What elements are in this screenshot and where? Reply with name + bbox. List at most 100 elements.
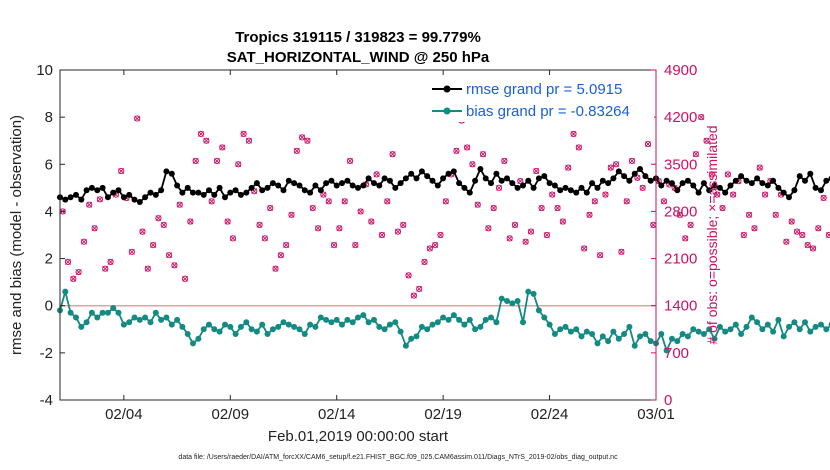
series-point [562, 323, 569, 330]
series-point [280, 187, 287, 194]
y-right-tick-label: 4900 [664, 62, 697, 79]
series-point [253, 180, 260, 187]
series-point [796, 173, 803, 180]
series-point [152, 309, 159, 316]
series-point [317, 314, 324, 321]
series-point [222, 194, 228, 201]
series-point [589, 331, 596, 337]
series-point [136, 316, 143, 323]
obs-count-marker [203, 137, 210, 144]
series-point [732, 177, 739, 184]
y-tick-label: 0 [45, 298, 53, 315]
series-point [727, 182, 734, 189]
obs-count-marker [400, 221, 407, 228]
series-point [525, 288, 532, 295]
series-point [482, 175, 489, 182]
obs-count-marker [272, 265, 279, 272]
series-point [328, 319, 335, 326]
obs-count-marker [378, 231, 386, 239]
series-point [131, 196, 138, 203]
obs-count-marker [799, 231, 806, 239]
series-point [339, 180, 345, 187]
obs-count-marker [761, 191, 769, 198]
obs-count-marker [442, 198, 449, 205]
series-point [573, 326, 580, 333]
series-point [764, 182, 771, 189]
series-point [615, 168, 622, 175]
series-point [328, 177, 335, 184]
obs-count-marker [336, 225, 343, 232]
y-right-tick-label: 0 [664, 392, 672, 409]
series-point [567, 328, 574, 335]
series-point [450, 168, 457, 175]
series-point [807, 170, 814, 177]
series-point [605, 180, 612, 187]
series-point [264, 184, 271, 191]
series-point [509, 180, 516, 187]
series-point [408, 170, 415, 177]
series-point [301, 187, 308, 194]
series-point [472, 326, 479, 333]
y-tick-label: -2 [40, 345, 53, 362]
series-point [754, 319, 761, 326]
series-point [546, 321, 553, 328]
series-point [402, 175, 409, 182]
obs-count-marker [463, 144, 471, 151]
series-point [493, 170, 500, 177]
series-point [754, 175, 761, 182]
obs-count-marker [293, 147, 300, 154]
obs-count-marker [330, 242, 338, 249]
obs-count-marker [607, 164, 614, 171]
series-point [530, 290, 537, 297]
obs-count-marker [581, 245, 588, 252]
series-lines [57, 166, 830, 354]
series-point [142, 194, 149, 201]
series-point [812, 323, 819, 330]
series-point [631, 342, 638, 349]
series-point [589, 180, 596, 187]
series-point [232, 331, 239, 337]
series-point [120, 194, 127, 201]
series-point [541, 173, 548, 180]
x-tick-label: 02/24 [531, 406, 569, 423]
series-point [594, 184, 601, 191]
series-point [434, 319, 441, 326]
y-tick-label: 2 [45, 251, 53, 268]
obs-count-marker [219, 144, 226, 151]
series-point [365, 175, 372, 182]
series-point [823, 326, 830, 333]
y-tick-label: 8 [45, 109, 53, 126]
obs-count-marker [612, 161, 620, 168]
series-point [440, 175, 447, 182]
series-point [711, 182, 718, 189]
obs-count-marker [256, 221, 263, 228]
series-point [243, 189, 250, 196]
obs-count-marker [783, 238, 790, 245]
obs-count-marker [267, 204, 274, 212]
x-tick-label: 02/09 [212, 406, 250, 423]
obs-count-marker [804, 242, 811, 249]
obs-count-marker [682, 235, 689, 242]
series-point [743, 177, 750, 184]
series-point [206, 187, 212, 194]
series-point [621, 173, 628, 180]
obs-count-marker [522, 238, 529, 245]
series-point [658, 182, 665, 189]
obs-count-marker [788, 218, 795, 225]
obs-count-marker [176, 201, 183, 208]
series-point [333, 316, 340, 323]
legend: rmse grand pr = 5.0915 bias grand pr = -… [410, 76, 654, 122]
series-point [759, 180, 766, 187]
series-point [291, 180, 298, 187]
obs-count-marker [75, 268, 82, 276]
obs-count-marker [469, 161, 476, 168]
series-point [642, 173, 649, 180]
series-point [147, 189, 154, 196]
chart-title-line2: SAT_HORIZONTAL_WIND @ 250 hPa [227, 49, 490, 66]
obs-count-marker [660, 198, 668, 205]
obs-count-marker [416, 285, 423, 292]
series-point [152, 191, 159, 198]
obs-count-marker [809, 245, 817, 252]
series-point [727, 326, 734, 333]
series-point [264, 331, 271, 337]
